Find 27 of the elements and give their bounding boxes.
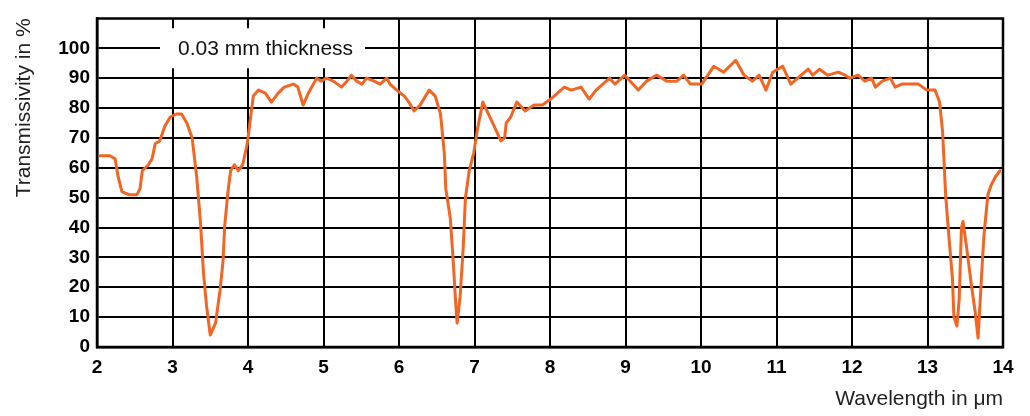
y-tick-label: 40 [68, 215, 90, 237]
y-tick-label: 90 [68, 66, 90, 88]
x-tick-label: 7 [469, 355, 480, 377]
y-tick-label: 60 [68, 156, 90, 177]
y-tick-label: 20 [68, 275, 90, 297]
y-tick-label: 30 [68, 245, 90, 267]
x-tick-label: 11 [766, 355, 787, 377]
x-tick-label: 12 [841, 355, 863, 377]
x-tick-label: 3 [167, 355, 178, 377]
x-tick-label: 10 [690, 355, 712, 377]
y-tick-label: 80 [68, 96, 90, 118]
y-axis-title: Transmissivity in % [11, 18, 35, 198]
x-axis-title: Wavelength in μm [835, 386, 1003, 410]
y-tick-label: 0 [79, 335, 90, 357]
x-tick-label: 2 [91, 355, 103, 377]
annotation: 0.03 mm thickness [178, 36, 354, 60]
x-tick-label: 4 [242, 355, 254, 377]
x-tick-label: 9 [620, 355, 631, 377]
x-tick-label: 6 [393, 355, 405, 377]
x-tick-label: 13 [916, 355, 939, 377]
x-tick-label: 14 [992, 355, 1014, 377]
y-tick-label: 10 [68, 305, 90, 327]
y-tick-label: 50 [68, 185, 90, 207]
x-tick-label: 8 [544, 355, 556, 377]
x-tick-label: 5 [318, 355, 330, 377]
y-tick-label: 100 [58, 36, 90, 58]
y-tick-label: 70 [68, 126, 90, 148]
